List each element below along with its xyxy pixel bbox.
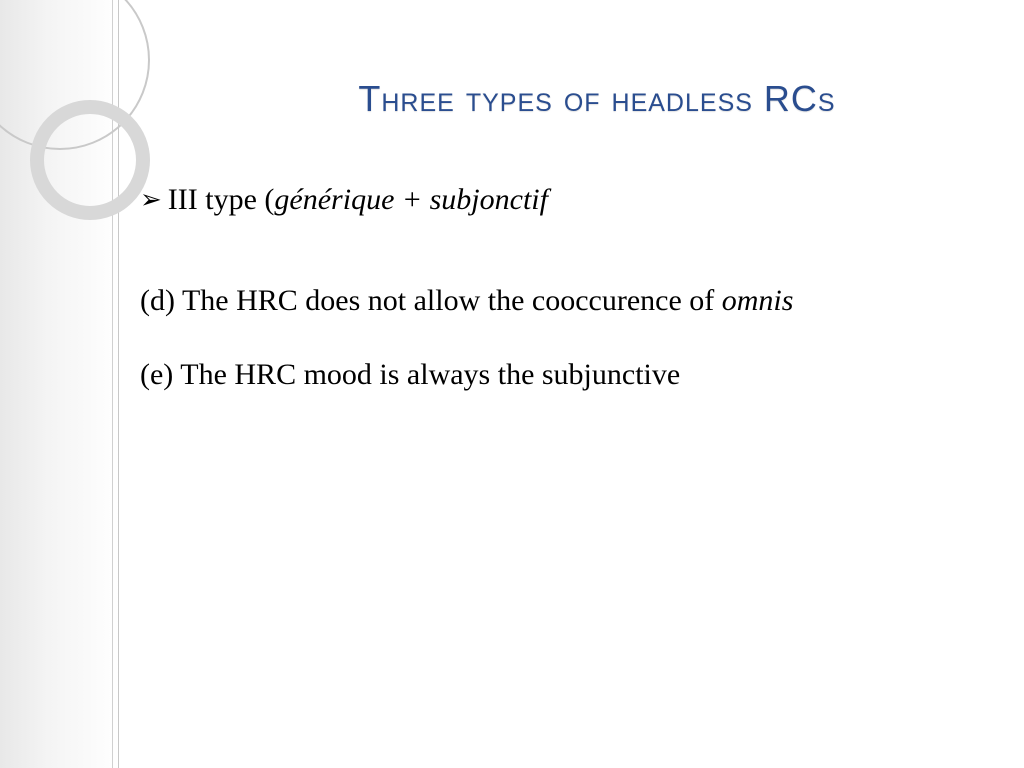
chevron-bullet-icon: ➢ [140,180,162,218]
bullet-text: III type (générique + subjonctif [168,180,548,221]
para-d-plain: (d) The HRC does not allow the cooccuren… [140,284,722,317]
bullet-prefix: III type ( [168,183,275,216]
para-d-italic: omnis [722,284,794,317]
paragraph-e: (e) The HRC mood is always the subjuncti… [140,355,984,396]
slide-title: Three types of headless RCs [358,78,835,120]
paragraph-d: (d) The HRC does not allow the cooccuren… [140,281,984,322]
title-block: Three types of headless RCs [140,78,984,120]
bullet-row: ➢ III type (générique + subjonctif [140,180,984,221]
slide-content: Three types of headless RCs ➢ III type (… [140,0,984,768]
bullet-italic: générique + subjonctif [274,183,548,216]
decorative-ring-thick [30,100,150,220]
